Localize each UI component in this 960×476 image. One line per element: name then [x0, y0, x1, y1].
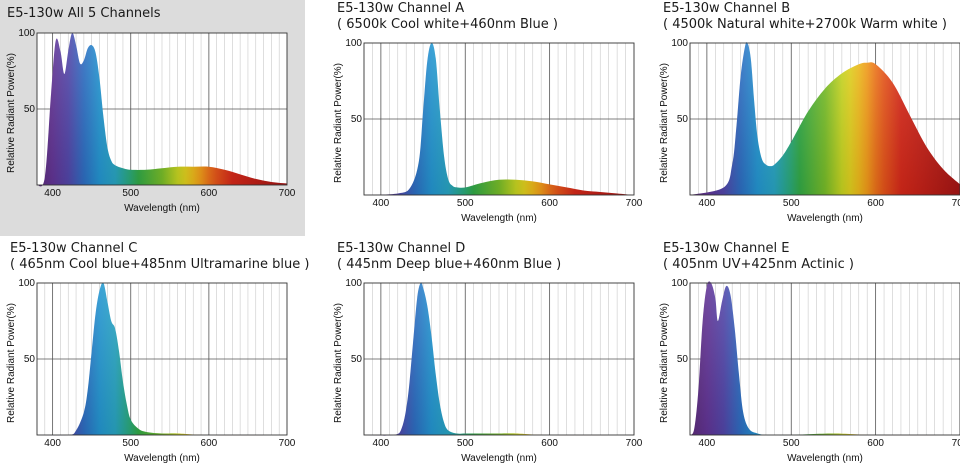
y-axis-label: Relative Radiant Power(%) — [659, 63, 670, 183]
spectrum-shading — [37, 32, 287, 187]
x-tick-label: 600 — [867, 438, 884, 449]
plot-frame — [689, 282, 960, 436]
x-tick-label: 700 — [279, 188, 296, 199]
chart-title: E5-130w Channel D — [337, 241, 466, 256]
y-axis-label: Relative Radiant Power(%) — [6, 53, 17, 173]
y-tick-label: 100 — [345, 38, 362, 49]
x-tick-label: 400 — [699, 438, 716, 449]
x-axis-label: Wavelength (nm) — [124, 453, 200, 464]
x-tick-label: 500 — [122, 438, 139, 449]
x-tick-label: 700 — [952, 438, 960, 449]
x-tick-label: 600 — [201, 188, 218, 199]
chart-subtitle: ( 4500k Natural white+2700k Warm white ) — [663, 17, 947, 32]
chart-title: E5-130w Channel C — [10, 241, 138, 256]
x-tick-label: 600 — [541, 198, 558, 209]
y-tick-label: 50 — [677, 114, 689, 125]
plot-frame — [689, 42, 960, 196]
plot-frame — [363, 42, 635, 196]
spectrum-plot: 400 500 600 700 50 100 Wavelength (nm) Relative… — [333, 278, 643, 464]
x-tick-label: 700 — [626, 198, 643, 209]
x-tick-label: 500 — [457, 198, 474, 209]
spectrum-plot: 400 500 600 700 50 100 Wavelength (nm) Relative… — [659, 278, 960, 464]
y-axis-label: Relative Radiant Power(%) — [333, 63, 344, 183]
y-tick-label: 100 — [671, 278, 688, 289]
plot-frame — [36, 282, 288, 436]
spectrum-plot: 400 500 600 700 50 100 Wavelength (nm) Relative… — [6, 278, 296, 464]
y-tick-label: 100 — [18, 28, 35, 39]
spectrum-shading — [364, 282, 634, 436]
spectrum-panel: E5-130w All 5 Channels 400 500 600 700 50 100 W… — [0, 0, 305, 236]
chart-title: E5-130w Channel A — [337, 1, 465, 16]
x-tick-label: 600 — [867, 198, 884, 209]
chart-title: E5-130w Channel B — [663, 1, 791, 16]
x-tick-label: 400 — [373, 198, 390, 209]
x-tick-label: 500 — [783, 438, 800, 449]
x-axis-label: Wavelength (nm) — [461, 453, 537, 464]
spectrum-shading — [37, 282, 287, 436]
x-tick-label: 600 — [201, 438, 218, 449]
y-axis-label: Relative Radiant Power(%) — [333, 303, 344, 423]
y-axis-label: Relative Radiant Power(%) — [6, 303, 17, 423]
y-tick-label: 50 — [351, 354, 363, 365]
spectrum-shading — [690, 42, 960, 195]
y-tick-label: 100 — [671, 38, 688, 49]
y-tick-label: 100 — [345, 278, 362, 289]
chart-subtitle: ( 465nm Cool blue+485nm Ultramarine blue… — [10, 257, 310, 272]
spectrum-plot: 400 500 600 700 50 100 Wavelength (nm) Relative… — [659, 38, 960, 224]
chart-title: E5-130w Channel E — [663, 241, 790, 256]
x-tick-label: 500 — [457, 438, 474, 449]
x-tick-label: 600 — [541, 438, 558, 449]
x-tick-label: 500 — [783, 198, 800, 209]
x-tick-label: 400 — [44, 438, 61, 449]
x-tick-label: 700 — [952, 198, 960, 209]
spectrum-panel: E5-130w Channel C( 465nm Cool blue+485nm… — [0, 240, 309, 476]
chart-subtitle: ( 405nm UV+425nm Actinic ) — [663, 257, 854, 272]
spectrum-panel: E5-130w Channel A( 6500k Cool white+460n… — [327, 0, 643, 236]
chart-title: E5-130w All 5 Channels — [7, 6, 161, 21]
plot-frame — [36, 32, 288, 186]
spectrum-shading — [364, 42, 634, 196]
x-tick-label: 700 — [279, 438, 296, 449]
spectrum-plot: 400 500 600 700 50 100 Wavelength (nm) Relative… — [333, 38, 643, 224]
x-axis-label: Wavelength (nm) — [124, 203, 200, 214]
y-tick-label: 100 — [18, 278, 35, 289]
y-tick-label: 50 — [24, 354, 36, 365]
spectrum-panel: E5-130w Channel B( 4500k Natural white+2… — [653, 0, 960, 236]
spectrum-plot: 400 500 600 700 50 100 Wavelength (nm) Relative… — [6, 28, 296, 214]
x-axis-label: Wavelength (nm) — [787, 213, 863, 224]
chart-subtitle: ( 6500k Cool white+460nm Blue ) — [337, 17, 558, 32]
x-axis-label: Wavelength (nm) — [461, 213, 537, 224]
x-tick-label: 400 — [699, 198, 716, 209]
spectrum-shading — [690, 281, 960, 436]
y-tick-label: 50 — [24, 104, 36, 115]
x-tick-label: 500 — [122, 188, 139, 199]
x-tick-label: 700 — [626, 438, 643, 449]
x-tick-label: 400 — [44, 188, 61, 199]
y-axis-label: Relative Radiant Power(%) — [659, 303, 670, 423]
spectrum-panel: E5-130w Channel D( 445nm Deep blue+460nm… — [327, 240, 643, 476]
x-axis-label: Wavelength (nm) — [787, 453, 863, 464]
y-tick-label: 50 — [351, 114, 363, 125]
plot-frame — [363, 282, 635, 436]
x-tick-label: 400 — [373, 438, 390, 449]
y-tick-label: 50 — [677, 354, 689, 365]
spectrum-panel: E5-130w Channel E( 405nm UV+425nm Actini… — [653, 240, 960, 476]
chart-subtitle: ( 445nm Deep blue+460nm Blue ) — [337, 257, 562, 272]
